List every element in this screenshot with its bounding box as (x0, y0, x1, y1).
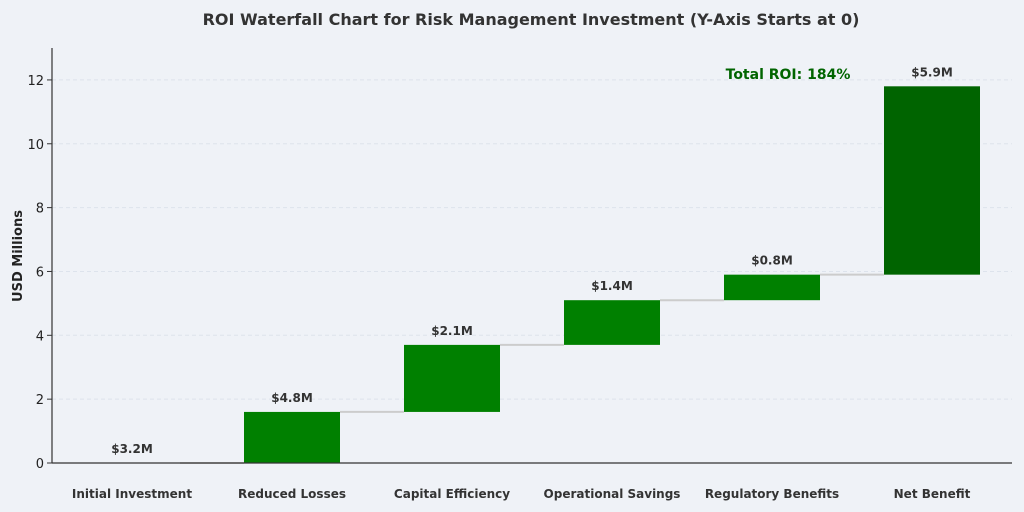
y-tick-label: 2 (36, 393, 44, 408)
grid-lines (52, 79, 1012, 400)
data-labels: $3.2M $4.8M $2.1M $1.4M $0.8M $5.9M (111, 65, 953, 456)
y-tick-label: 0 (36, 457, 44, 472)
x-tick-label: Regulatory Benefits (705, 487, 839, 501)
x-tick-label: Initial Investment (72, 487, 192, 501)
data-label: $0.8M (751, 254, 793, 268)
bar-operational-savings (564, 300, 660, 345)
data-label: $5.9M (911, 65, 953, 79)
data-label: $2.1M (431, 324, 473, 338)
y-tick-label: 8 (36, 202, 44, 217)
data-label: $1.4M (591, 279, 633, 293)
bar-reduced-losses (244, 411, 340, 463)
chart-title: ROI Waterfall Chart for Risk Management … (203, 10, 860, 29)
bars (244, 86, 980, 463)
x-tick-label: Net Benefit (894, 487, 971, 501)
y-tick-label: 12 (27, 74, 44, 89)
x-tick-label: Capital Efficiency (394, 487, 510, 501)
bar-regulatory-benefits (724, 274, 820, 301)
axes: 0 2 4 6 8 10 12 Initial Investment Reduced Losse… (27, 48, 1012, 501)
y-tick-label: 10 (27, 138, 44, 153)
bar-net-benefit (884, 86, 980, 275)
data-label: $3.2M (111, 442, 153, 456)
bar-capital-efficiency (404, 344, 500, 412)
y-axis-label: USD Millions (11, 210, 26, 302)
data-label: $4.8M (271, 391, 313, 405)
total-roi-annotation: Total ROI: 184% (726, 67, 851, 83)
x-tick-label: Reduced Losses (238, 487, 346, 501)
y-tick-label: 6 (36, 265, 44, 280)
x-tick-label: Operational Savings (544, 487, 681, 501)
y-tick-label: 4 (36, 329, 44, 344)
